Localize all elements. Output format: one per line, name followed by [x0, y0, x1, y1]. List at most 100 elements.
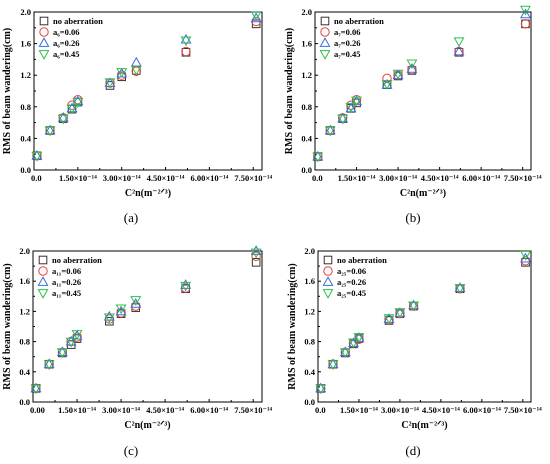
data-point	[453, 45, 465, 56]
y-tick-label: 1.2	[301, 70, 312, 80]
legend-label: a₁₁=0.26	[52, 277, 81, 287]
x-tick-label: 4.50×10⁻¹⁴	[421, 173, 459, 183]
data-point	[130, 296, 142, 306]
y-tick-label: 1.6	[301, 39, 312, 49]
y-tick-label: 1.2	[20, 70, 31, 80]
data-point	[453, 37, 465, 48]
data-point	[337, 114, 349, 125]
y-axis-label: RMS of beam wandering(cm)	[284, 28, 295, 154]
x-tick-label: 0.0	[312, 173, 323, 183]
chart-panel-1: 0.0 0.4 0.8 1.2 1.6 2.0 0.0 1.50×10⁻¹⁴ 3.00×10⁻¹…	[2, 7, 273, 225]
legend-marker	[322, 276, 334, 286]
data-point	[348, 338, 359, 349]
data-point	[339, 346, 351, 357]
data-point	[31, 151, 43, 162]
data-point	[56, 346, 68, 357]
data-point	[30, 382, 42, 393]
data-point	[103, 310, 115, 321]
data-point	[346, 100, 356, 110]
data-point	[56, 348, 68, 358]
x-tick-label: 7.50×10⁻¹⁴	[234, 405, 272, 415]
data-point	[312, 152, 324, 163]
y-tick-label: 2.0	[19, 246, 30, 256]
data-point	[315, 384, 327, 395]
legend-marker	[320, 27, 330, 37]
data-point	[116, 308, 126, 318]
data-point	[520, 19, 531, 29]
data-point	[327, 358, 339, 369]
y-tick-label: 0.8	[301, 102, 312, 112]
x-tick-label: 1.50×10⁻¹⁴	[59, 173, 97, 183]
series-3	[30, 245, 262, 393]
data-point	[312, 150, 324, 161]
data-point	[392, 69, 404, 80]
data-point	[408, 301, 420, 312]
data-point	[44, 126, 56, 137]
data-point	[115, 304, 127, 315]
x-axis-label: C²n(m⁻²ᐟ³)	[124, 420, 170, 431]
y-tick-label: 0.4	[304, 367, 315, 377]
x-tick-label: 7.50×10⁻¹⁴	[504, 173, 542, 183]
x-tick-label: 7.50×10⁻¹⁴	[234, 173, 272, 183]
y-tick-label: 0.4	[19, 367, 30, 377]
x-axis-label: C²n(m⁻²ᐟ³)	[400, 188, 446, 199]
data-point	[72, 95, 84, 106]
data-point	[394, 308, 406, 318]
data-point	[351, 96, 362, 107]
x-tick-label: 0.00	[30, 405, 45, 415]
x-tick-label: 1.50×10⁻¹⁴	[58, 405, 96, 415]
data-point	[130, 56, 142, 67]
x-tick-label: 1.50×10⁻¹⁴	[338, 173, 376, 183]
data-point	[180, 279, 192, 289]
legend-marker	[319, 37, 331, 47]
y-tick-label: 1.6	[20, 39, 31, 49]
legend-label: no aberration	[52, 255, 102, 265]
data-point	[116, 70, 127, 80]
data-point	[520, 8, 531, 19]
legend-marker	[38, 37, 50, 47]
series-4	[31, 11, 262, 162]
data-point	[104, 78, 116, 89]
y-tick-label: 2.0	[301, 7, 312, 17]
data-point	[406, 63, 418, 73]
data-point	[251, 251, 261, 261]
data-point	[345, 102, 357, 113]
data-point	[131, 301, 141, 311]
legend-marker	[39, 27, 49, 37]
legend-label: a₇=0.45	[334, 49, 361, 59]
legend-marker	[37, 289, 49, 299]
data-point	[72, 332, 82, 342]
data-point	[520, 5, 531, 16]
data-point	[57, 114, 69, 125]
legend-marker	[38, 255, 48, 265]
legend-marker	[323, 266, 333, 276]
x-axis-label: C²n(m⁻²ᐟ³)	[125, 188, 171, 199]
legend-label: a₆=0.26	[53, 38, 80, 48]
legend-marker	[322, 289, 334, 299]
legend-label: a₇=0.26	[334, 38, 361, 48]
y-axis-label: RMS of beam wandering(cm)	[2, 28, 13, 154]
data-point	[31, 149, 43, 160]
legend-marker	[39, 16, 49, 26]
data-point	[180, 36, 192, 47]
y-axis-label: RMS of beam wandering(cm)	[2, 263, 13, 389]
x-tick-label: 4.50×10⁻¹⁴	[147, 173, 185, 183]
x-tick-label: 3.00×10⁻¹⁴	[379, 173, 417, 183]
y-tick-label: 1.6	[19, 276, 30, 286]
data-point	[337, 112, 349, 123]
data-point	[520, 252, 531, 263]
data-point	[250, 245, 262, 255]
y-tick-label: 2.0	[304, 246, 315, 256]
x-tick-label: 3.00×10⁻¹⁴	[381, 405, 419, 415]
x-tick-label: 6.00×10⁻¹⁴	[463, 405, 501, 415]
legend-label: no aberration	[334, 16, 384, 26]
x-tick-label: 4.50×10⁻¹⁴	[422, 405, 460, 415]
data-point	[353, 333, 365, 343]
data-point	[71, 330, 83, 340]
data-point	[65, 335, 77, 346]
data-point	[103, 313, 115, 324]
data-point	[406, 59, 418, 70]
